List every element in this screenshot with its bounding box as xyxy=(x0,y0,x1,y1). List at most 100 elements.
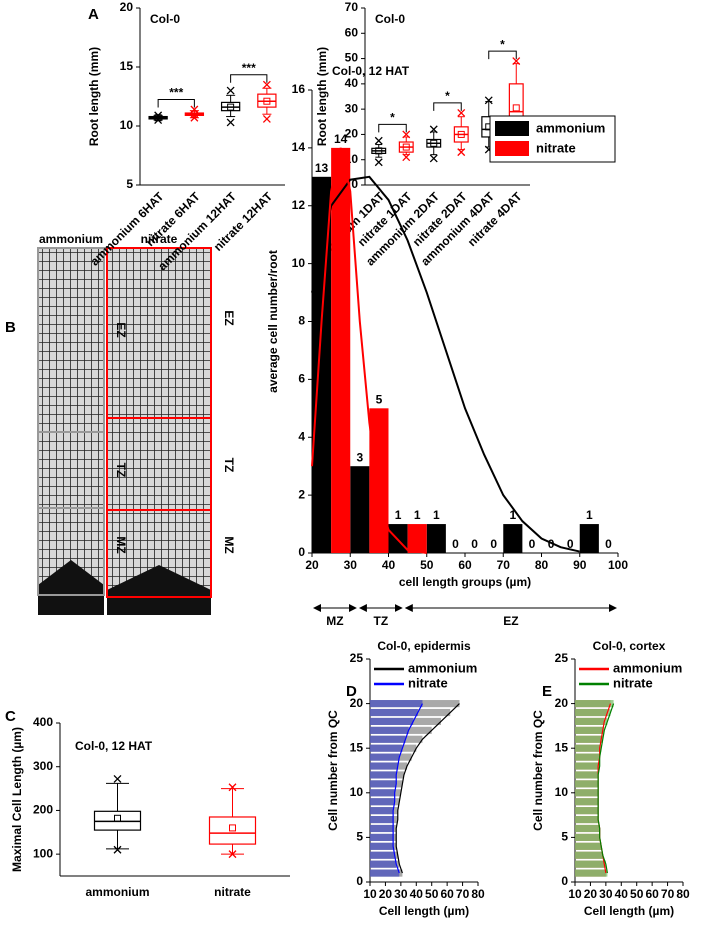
x-tick-label: 50 xyxy=(420,558,434,572)
y-axis-label: Cell number from QC xyxy=(326,710,340,831)
y-axis-label: Root length (mm) xyxy=(87,47,101,146)
y-tick-label: 0 xyxy=(561,874,568,888)
significance-label: * xyxy=(390,111,395,125)
y-tick-label: 25 xyxy=(350,651,364,665)
bar xyxy=(370,807,394,815)
extreme xyxy=(113,774,122,783)
x-tick-label: 10 xyxy=(363,887,377,901)
significance-label: *** xyxy=(242,61,256,75)
root-tip xyxy=(38,560,104,615)
bar xyxy=(575,771,599,779)
image-label: nitrate xyxy=(141,232,178,246)
value-label: 1 xyxy=(509,508,516,522)
extreme xyxy=(226,86,235,95)
root-image xyxy=(107,248,211,615)
bar xyxy=(575,824,600,833)
value-label: 1 xyxy=(395,508,402,522)
bar xyxy=(370,762,398,770)
y-tick-label: 0 xyxy=(298,545,305,559)
y-tick-label: 100 xyxy=(33,846,53,860)
bar xyxy=(370,708,418,717)
value-label: 0 xyxy=(529,537,536,551)
legend-swatch xyxy=(495,121,529,136)
y-tick-label: 25 xyxy=(555,651,569,665)
y-tick-label: 6 xyxy=(298,372,305,386)
x-tick-label: 10 xyxy=(568,887,582,901)
panel-label: B xyxy=(5,319,16,336)
x-tick-label: 30 xyxy=(599,887,613,901)
x-axis-label: Cell length (µm) xyxy=(379,904,469,918)
x-tick-label: 80 xyxy=(676,887,690,901)
extreme xyxy=(190,105,199,114)
legend-label: nitrate xyxy=(613,675,653,690)
legend-swatch xyxy=(495,141,529,156)
bar xyxy=(575,735,603,743)
bar xyxy=(575,815,599,824)
mean xyxy=(227,103,235,111)
y-tick-label: 15 xyxy=(120,59,134,73)
bar xyxy=(370,700,423,708)
y-tick-label: 10 xyxy=(292,256,306,270)
y-tick-label: 30 xyxy=(345,101,359,115)
x-tick-label: 70 xyxy=(456,887,470,901)
value-label: 0 xyxy=(490,537,497,551)
zone-label: TZ xyxy=(222,458,236,473)
significance-bracket xyxy=(488,50,517,60)
bar xyxy=(575,762,600,770)
extreme xyxy=(226,118,235,127)
x-tick-label: 30 xyxy=(394,887,408,901)
x-tick-label: 20 xyxy=(584,887,598,901)
bar xyxy=(370,842,394,850)
x-tick-label: 40 xyxy=(382,558,396,572)
bar xyxy=(370,833,394,841)
bar xyxy=(331,147,351,553)
bar xyxy=(575,744,602,752)
bar xyxy=(370,780,397,788)
bar xyxy=(575,860,606,868)
zone-label: EZ xyxy=(114,322,128,337)
zone-label: TZ xyxy=(114,463,128,478)
y-tick-label: 10 xyxy=(120,118,134,132)
y-tick-label: 60 xyxy=(345,25,359,39)
y-tick-label: 20 xyxy=(350,696,364,710)
zone-label: MZ xyxy=(326,614,343,628)
bar xyxy=(575,717,608,726)
y-tick-label: 20 xyxy=(120,0,134,14)
chart-title: Col-0 xyxy=(150,12,180,26)
bar xyxy=(370,824,394,833)
chart-title: Col-0 xyxy=(375,12,405,26)
y-tick-label: 4 xyxy=(298,429,305,443)
x-axis-label: Cell length (µm) xyxy=(584,904,674,918)
significance-bracket xyxy=(378,123,407,133)
x-tick-label: nitrate xyxy=(214,885,251,899)
mean xyxy=(114,814,121,822)
y-tick-label: 14 xyxy=(292,140,306,154)
significance-label: * xyxy=(445,89,450,103)
extreme xyxy=(113,845,122,854)
bar xyxy=(579,524,599,553)
y-tick-label: 15 xyxy=(555,740,569,754)
y-axis-label: Cell number from QC xyxy=(531,710,545,831)
extreme xyxy=(484,96,493,105)
value-label: 0 xyxy=(567,537,574,551)
significance-label: *** xyxy=(169,86,183,100)
y-axis-label: average cell number/root xyxy=(266,250,280,393)
x-tick-label: 80 xyxy=(471,887,485,901)
extreme xyxy=(374,136,383,145)
bar xyxy=(575,780,599,788)
bar xyxy=(370,735,406,743)
mean xyxy=(263,97,271,105)
zone-label: MZ xyxy=(114,536,128,553)
panel-label: E xyxy=(542,683,552,700)
mean xyxy=(375,147,383,155)
y-tick-label: 0 xyxy=(356,874,363,888)
y-tick-label: 15 xyxy=(350,740,364,754)
value-label: 1 xyxy=(433,508,440,522)
x-tick-label: 20 xyxy=(305,558,319,572)
bar xyxy=(575,842,602,850)
value-label: 0 xyxy=(471,537,478,551)
bar xyxy=(575,869,608,877)
panel-label: A xyxy=(88,6,99,23)
x-tick-label: ammonium xyxy=(85,885,149,899)
